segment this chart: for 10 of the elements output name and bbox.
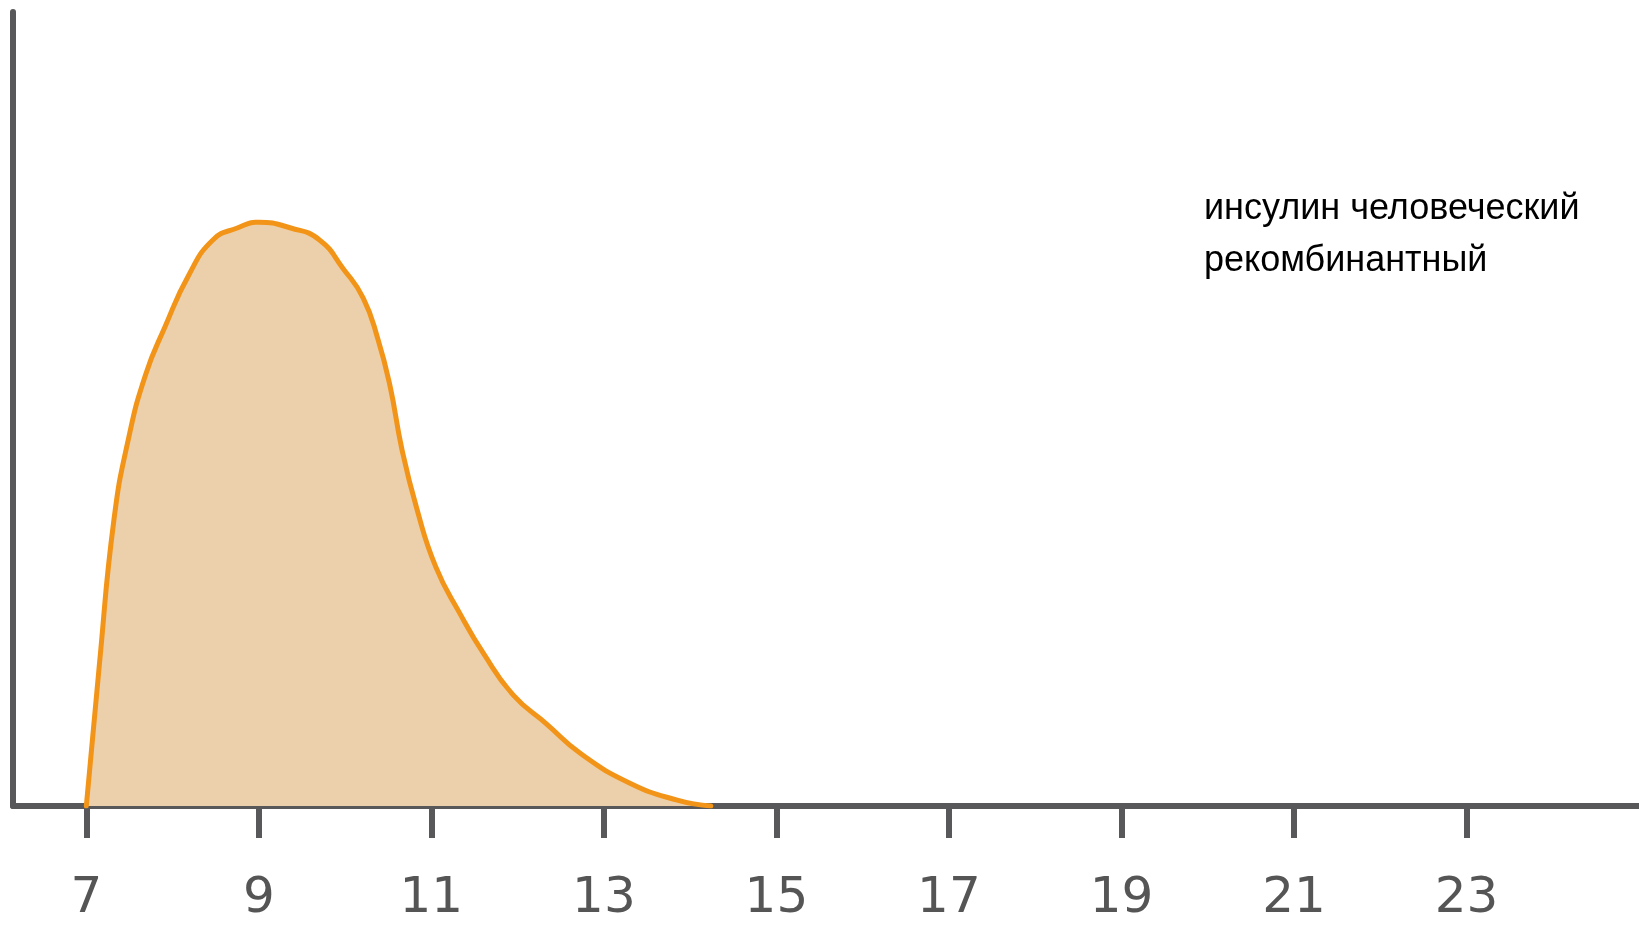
- x-tick-label: 15: [744, 866, 809, 924]
- x-tick-label: 17: [917, 866, 981, 924]
- x-tick-label: 13: [572, 866, 636, 924]
- x-tick-label: 11: [399, 866, 464, 924]
- x-tick-label: 21: [1262, 866, 1326, 924]
- x-tick-label: 23: [1434, 866, 1499, 924]
- x-tick-label: 7: [70, 866, 103, 924]
- x-tick-label: 9: [242, 866, 275, 924]
- x-tick-label: 19: [1089, 866, 1154, 924]
- annotation: инсулин человеческий рекомбинантный: [1204, 185, 1580, 279]
